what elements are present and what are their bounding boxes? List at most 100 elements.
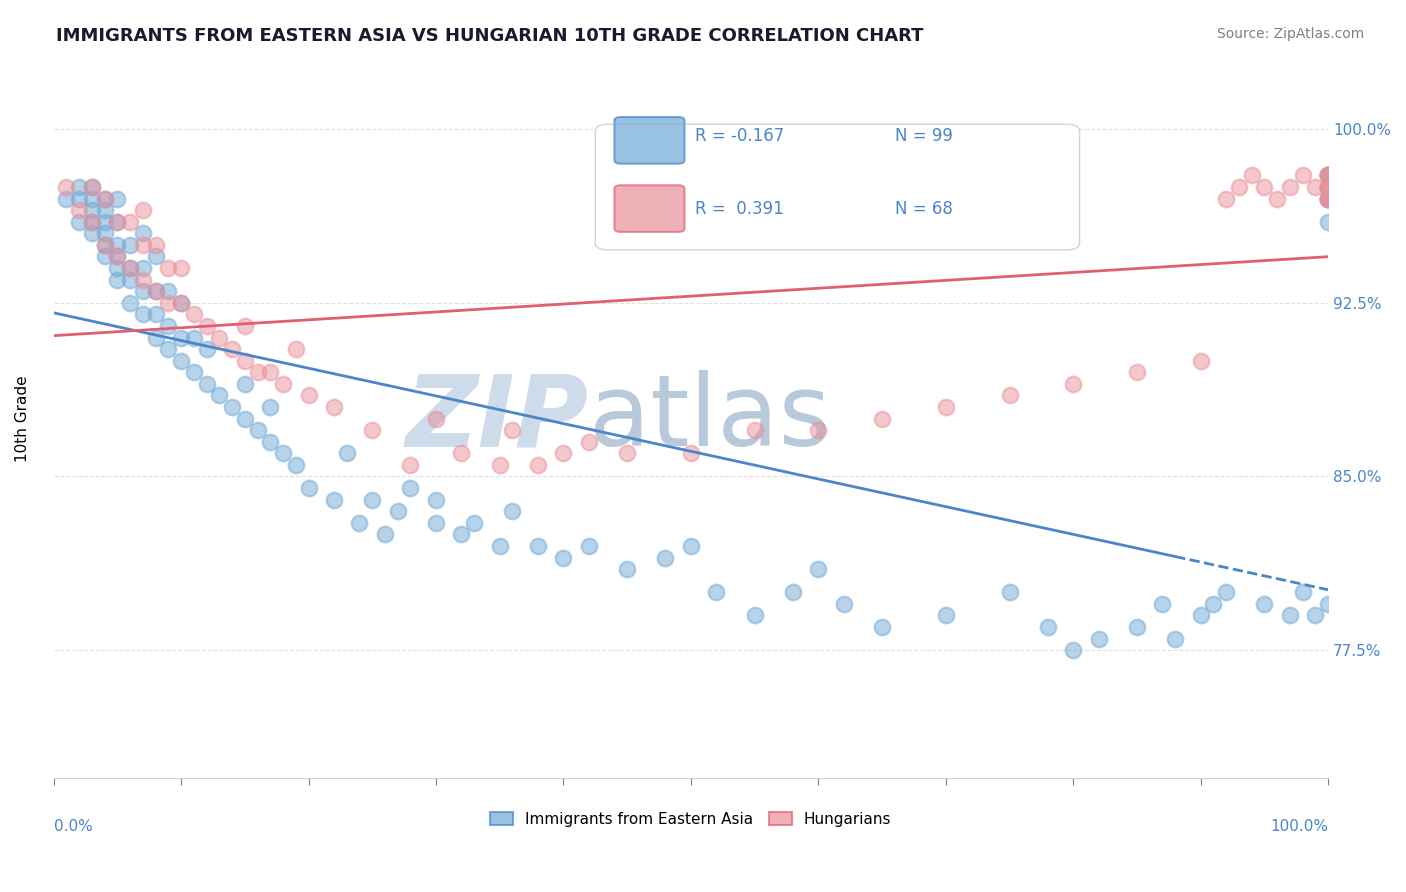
Text: R =  0.391: R = 0.391: [695, 200, 783, 218]
Point: [1164, 632, 1187, 646]
Point: [145, 284, 167, 298]
Text: Source: ZipAtlas.com: Source: ZipAtlas.com: [1216, 27, 1364, 41]
Point: [145, 238, 167, 252]
FancyBboxPatch shape: [614, 117, 685, 164]
Point: [1087, 632, 1109, 646]
Text: N = 99: N = 99: [894, 128, 953, 145]
Point: [80, 192, 103, 206]
Point: [170, 295, 193, 310]
Legend: Immigrants from Eastern Asia, Hungarians: Immigrants from Eastern Asia, Hungarians: [482, 805, 898, 835]
Point: [67, 215, 90, 229]
Point: [501, 504, 523, 518]
Point: [679, 446, 702, 460]
Point: [578, 434, 600, 449]
Point: [807, 423, 830, 437]
Point: [120, 260, 142, 275]
Point: [1317, 192, 1340, 206]
Point: [1253, 597, 1275, 611]
Point: [120, 238, 142, 252]
Point: [336, 446, 359, 460]
Point: [527, 458, 550, 472]
Point: [105, 215, 128, 229]
Point: [221, 342, 243, 356]
Point: [259, 434, 281, 449]
Point: [93, 203, 115, 218]
Point: [488, 539, 510, 553]
Point: [1317, 169, 1340, 183]
Point: [1036, 620, 1059, 634]
Point: [935, 608, 957, 623]
Point: [208, 330, 231, 344]
Point: [1189, 353, 1212, 368]
Point: [221, 400, 243, 414]
Point: [1227, 180, 1250, 194]
Text: IMMIGRANTS FROM EASTERN ASIA VS HUNGARIAN 10TH GRADE CORRELATION CHART: IMMIGRANTS FROM EASTERN ASIA VS HUNGARIA…: [56, 27, 924, 45]
Point: [1062, 376, 1084, 391]
Point: [998, 388, 1021, 402]
Point: [93, 238, 115, 252]
Point: [488, 458, 510, 472]
Text: 100.0%: 100.0%: [1270, 819, 1329, 834]
Point: [1317, 180, 1340, 194]
Point: [1305, 608, 1327, 623]
Point: [132, 307, 155, 321]
Point: [450, 446, 472, 460]
Point: [208, 388, 231, 402]
Point: [67, 180, 90, 194]
Point: [870, 620, 893, 634]
Point: [1215, 585, 1237, 599]
Text: ZIP: ZIP: [406, 370, 589, 467]
Point: [679, 539, 702, 553]
Point: [271, 376, 294, 391]
Point: [463, 516, 485, 530]
Point: [233, 353, 256, 368]
Point: [157, 260, 180, 275]
Point: [425, 411, 447, 425]
Point: [80, 215, 103, 229]
Point: [105, 260, 128, 275]
Point: [361, 492, 384, 507]
Point: [1278, 180, 1301, 194]
Point: [93, 215, 115, 229]
Point: [132, 203, 155, 218]
Point: [654, 550, 676, 565]
Point: [93, 238, 115, 252]
FancyBboxPatch shape: [595, 124, 1080, 250]
Point: [132, 284, 155, 298]
Point: [105, 249, 128, 263]
Point: [782, 585, 804, 599]
Point: [55, 192, 77, 206]
Point: [1317, 597, 1340, 611]
Point: [399, 481, 422, 495]
Point: [425, 516, 447, 530]
Point: [105, 192, 128, 206]
Point: [284, 458, 307, 472]
Point: [807, 562, 830, 576]
Point: [170, 353, 193, 368]
Point: [93, 192, 115, 206]
Point: [1062, 643, 1084, 657]
Point: [527, 539, 550, 553]
Point: [80, 180, 103, 194]
Point: [1202, 597, 1225, 611]
Point: [93, 249, 115, 263]
Point: [132, 227, 155, 241]
Point: [323, 492, 346, 507]
Point: [1317, 169, 1340, 183]
Point: [399, 458, 422, 472]
Y-axis label: 10th Grade: 10th Grade: [15, 376, 30, 462]
Point: [616, 562, 638, 576]
Point: [246, 365, 269, 379]
Point: [1317, 180, 1340, 194]
Point: [425, 492, 447, 507]
Point: [145, 330, 167, 344]
Point: [183, 307, 205, 321]
Point: [1126, 365, 1149, 379]
Point: [284, 342, 307, 356]
Point: [80, 180, 103, 194]
Point: [195, 318, 218, 333]
Point: [1317, 192, 1340, 206]
Point: [105, 272, 128, 286]
Point: [132, 238, 155, 252]
Point: [120, 215, 142, 229]
